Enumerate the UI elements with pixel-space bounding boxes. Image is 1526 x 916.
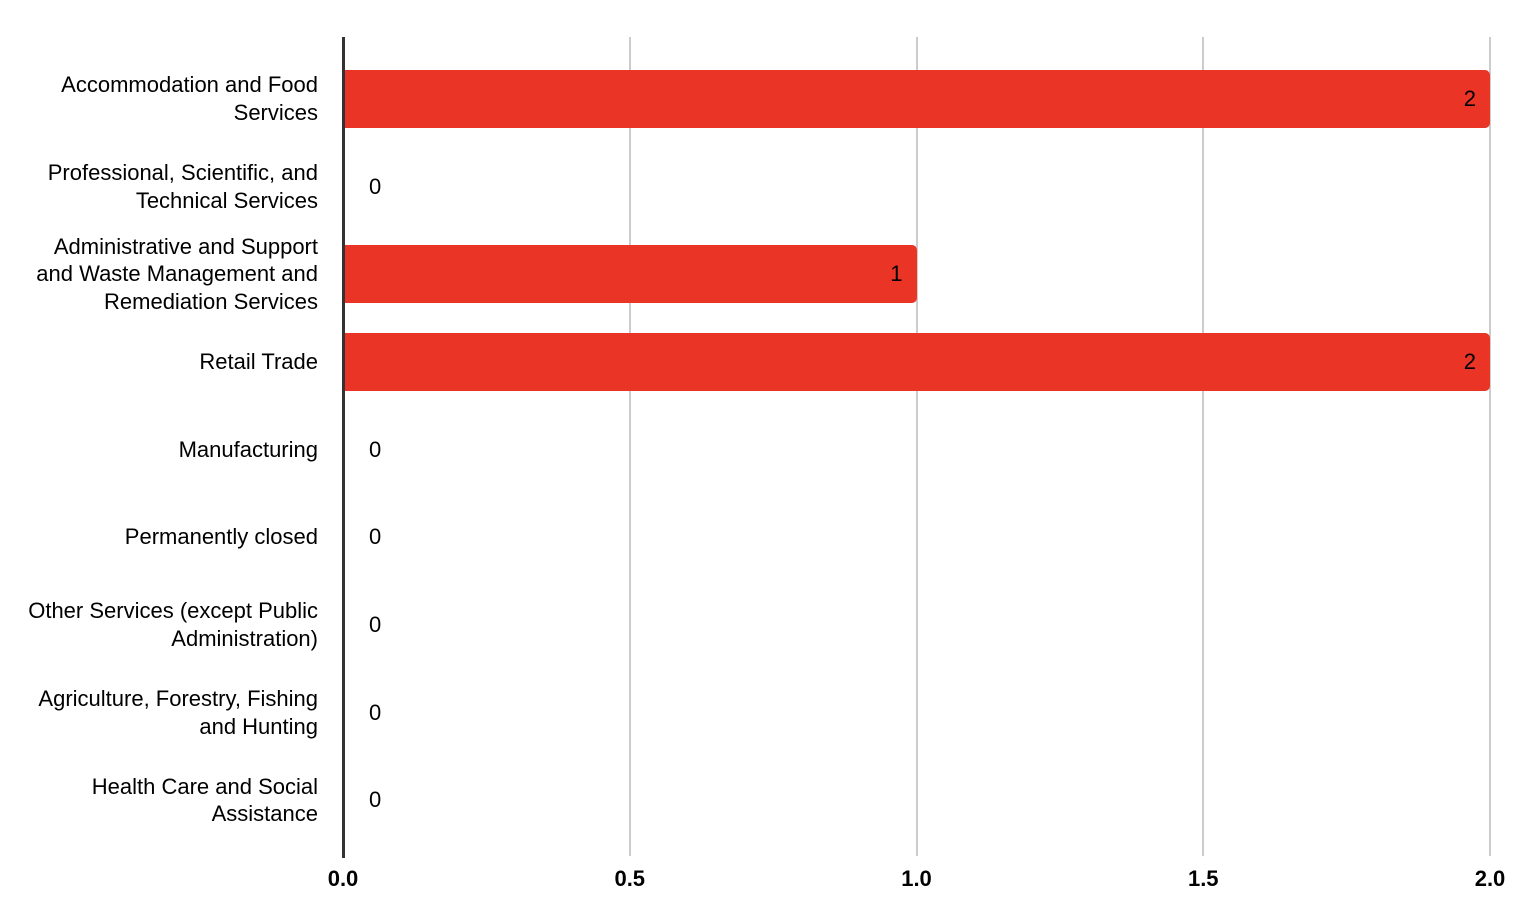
bar-value-label: 0	[369, 787, 382, 813]
bar: 2	[343, 332, 1490, 391]
x-tick-label: 2.0	[1474, 866, 1506, 891]
category-label: Agriculture, Forestry, Fishing and Hunti…	[38, 686, 318, 739]
category-label: Other Services (except Public Administra…	[28, 598, 318, 651]
category-label-row: Accommodation and Food Services	[18, 55, 318, 143]
gridline	[915, 37, 918, 856]
bar-rows: 2 0 1 2 0 0 0 0 0	[343, 37, 1490, 856]
plot-area: 2 0 1 2 0 0 0 0 0	[342, 37, 1491, 858]
category-label-row: Health Care and Social Assistance	[18, 756, 318, 844]
bar-value-label: 0	[369, 173, 382, 199]
bar-row: 0	[343, 143, 1490, 231]
gridline	[1202, 37, 1205, 856]
category-label: Manufacturing	[178, 436, 318, 462]
x-tick-label: 0.0	[327, 866, 359, 891]
category-label-row: Permanently closed	[18, 493, 318, 581]
category-label-row: Other Services (except Public Administra…	[18, 581, 318, 669]
y-axis-line	[342, 37, 345, 858]
bar-row: 0	[343, 669, 1490, 757]
gridline	[628, 37, 631, 856]
bar-row: 0	[343, 406, 1490, 494]
bar-row: 2	[343, 318, 1490, 406]
bar-row: 0	[343, 581, 1490, 669]
bar-value-label: 0	[369, 699, 382, 725]
bar-row: 1	[343, 230, 1490, 318]
category-label-row: Professional, Scientific, and Technical …	[18, 143, 318, 231]
category-label: Permanently closed	[124, 524, 318, 550]
bar-value-label: 0	[369, 524, 382, 550]
category-label: Administrative and Support and Waste Man…	[36, 233, 318, 314]
category-label: Accommodation and Food Services	[61, 72, 318, 125]
x-tick-label: 1.5	[1187, 866, 1219, 891]
x-tick-label: 1.0	[901, 866, 932, 891]
bar-value-label: 1	[890, 261, 903, 287]
bar-value-label: 2	[1463, 348, 1476, 374]
bar-value-label: 0	[369, 436, 382, 462]
category-label-row: Retail Trade	[18, 318, 318, 406]
bar-row: 0	[343, 756, 1490, 844]
bar-row: 0	[343, 493, 1490, 581]
category-label: Retail Trade	[199, 349, 318, 375]
category-axis: Accommodation and Food Services Professio…	[0, 37, 331, 856]
x-axis: 0.0 0.5 1.0 1.5 2.0	[328, 866, 1506, 900]
gridline	[1489, 37, 1491, 856]
category-label: Professional, Scientific, and Technical …	[47, 160, 318, 213]
category-label-row: Agriculture, Forestry, Fishing and Hunti…	[18, 669, 318, 757]
bar: 1	[343, 245, 917, 304]
category-label-row: Manufacturing	[18, 406, 318, 494]
bar-value-label: 0	[369, 611, 382, 637]
category-label: Health Care and Social Assistance	[91, 773, 318, 827]
bar: 2	[343, 69, 1490, 128]
category-label-row: Administrative and Support and Waste Man…	[18, 230, 318, 318]
x-tick-label: 0.5	[614, 866, 646, 891]
bar-value-label: 2	[1463, 85, 1476, 111]
bar-row: 2	[343, 55, 1490, 143]
